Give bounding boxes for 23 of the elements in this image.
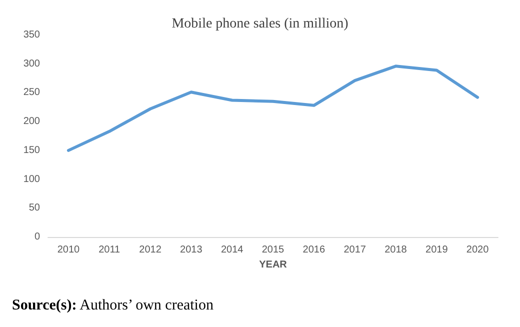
- x-tick-label: 2017: [344, 244, 366, 256]
- x-tick-label: 2014: [220, 244, 244, 256]
- y-tick-label: 100: [23, 174, 40, 185]
- x-tick-label: 2018: [384, 244, 408, 256]
- y-tick-label: 250: [23, 87, 40, 98]
- x-tick-label: 2013: [180, 244, 203, 256]
- line-series: [66, 64, 480, 152]
- x-tick-label: 2020: [466, 244, 490, 256]
- x-tick-label: 2010: [57, 244, 80, 256]
- y-tick-label: 0: [34, 232, 40, 242]
- x-axis-title: YEAR: [259, 259, 288, 270]
- x-tick-label: 2019: [426, 244, 448, 256]
- x-tick-label: 2015: [262, 244, 285, 256]
- x-tick-label: 2016: [302, 244, 326, 256]
- source-note: Source(s): Authors’ own creation: [12, 298, 214, 314]
- y-tick-label: 150: [23, 144, 40, 156]
- y-tick-label: 300: [23, 58, 40, 70]
- chart-title: Mobile phone sales (in million): [172, 16, 349, 32]
- y-tick-label: 50: [28, 202, 40, 214]
- x-tick-label: 2012: [139, 244, 162, 256]
- x-tick-label: 2011: [98, 244, 121, 256]
- y-tick-label: 350: [23, 30, 40, 40]
- y-tick-label: 200: [23, 116, 40, 128]
